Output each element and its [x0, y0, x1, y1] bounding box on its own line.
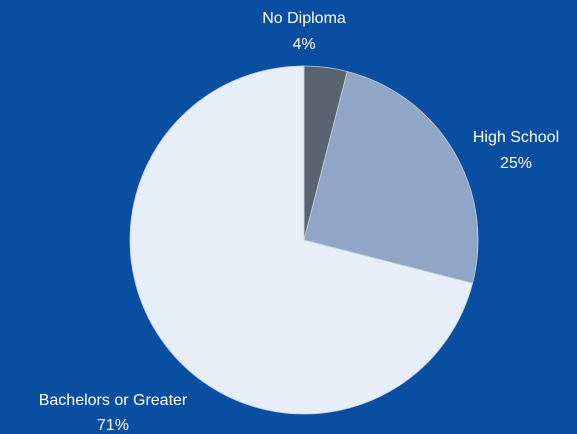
slice-label-bachelors: Bachelors or Greater 71%	[39, 392, 188, 434]
slice-label-no-diploma-value: 4%	[292, 36, 315, 53]
slice-label-no-diploma: No Diploma 4%	[262, 10, 346, 53]
pie-slice-bachelors-or-greater	[129, 65, 474, 415]
slice-label-bachelors-value: 71%	[97, 417, 129, 434]
pie-slice-high-school	[303, 70, 479, 284]
slice-label-no-diploma-name: No Diploma	[262, 10, 346, 27]
slice-label-high-school-name: High School	[473, 129, 559, 146]
slice-label-high-school: High School 25%	[473, 129, 559, 172]
slice-label-bachelors-name: Bachelors or Greater	[39, 392, 188, 409]
slice-label-high-school-value: 25%	[500, 155, 532, 172]
pie-slices	[129, 65, 479, 415]
